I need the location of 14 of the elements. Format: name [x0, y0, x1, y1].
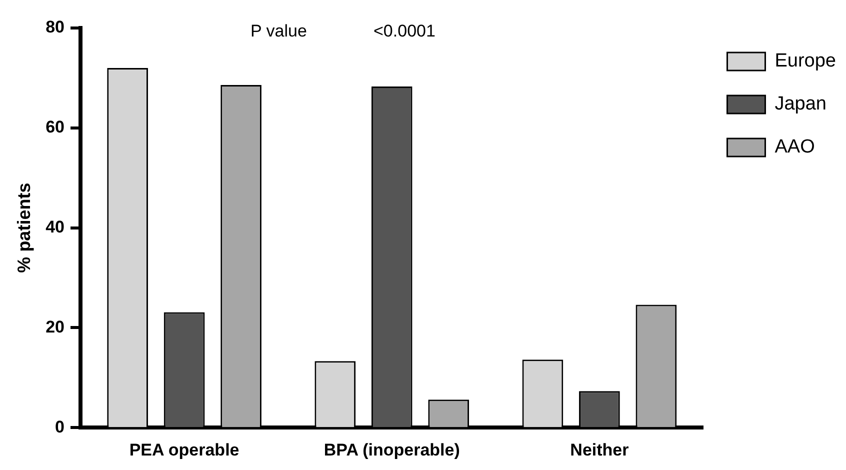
y-tick-label: 60 — [46, 118, 65, 137]
annotation: <0.0001 — [374, 22, 436, 41]
legend-label: Japan — [774, 94, 827, 115]
y-tick-label: 40 — [46, 217, 65, 236]
y-axis-title: % patients — [14, 182, 34, 273]
legend-label: AAO — [774, 136, 815, 158]
y-tick-label: 0 — [55, 417, 65, 436]
x-tick-label: Neither — [570, 440, 630, 460]
x-tick-label: PEA operable — [129, 440, 240, 460]
annotation: P value — [250, 22, 307, 41]
y-tick-label: 80 — [46, 18, 65, 37]
legend-label: Europe — [774, 50, 836, 72]
y-tick-label: 20 — [46, 317, 65, 336]
x-tick-label: BPA (inoperable) — [324, 440, 460, 460]
